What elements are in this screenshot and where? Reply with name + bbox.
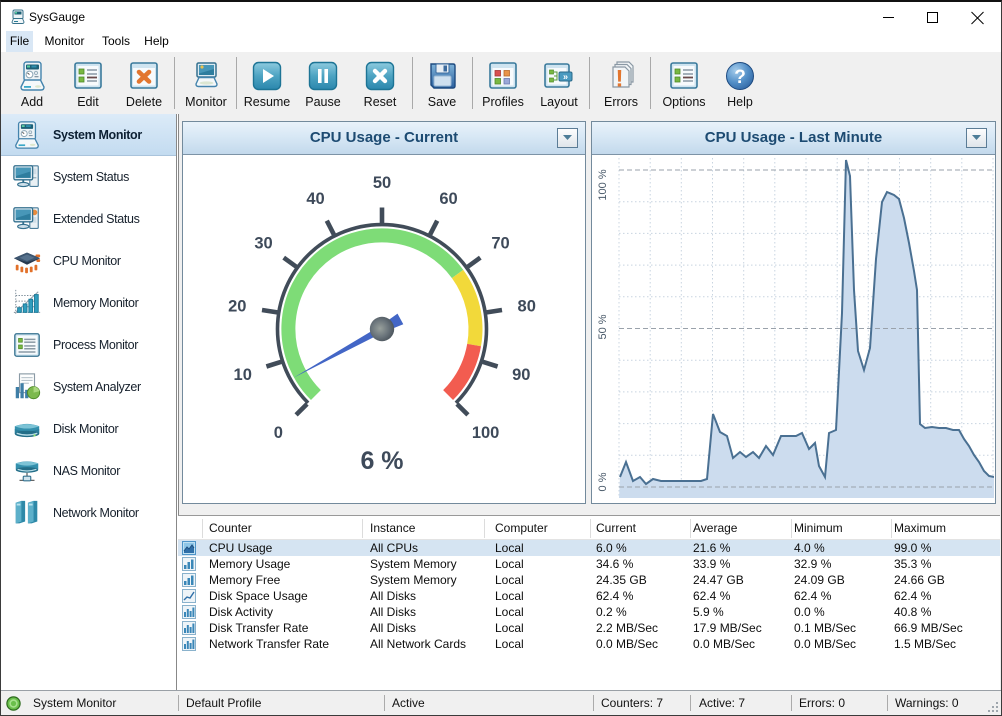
svg-text:»: » <box>563 72 568 82</box>
svg-text:90: 90 <box>512 366 530 384</box>
svg-text:10: 10 <box>234 366 252 384</box>
svg-text:60: 60 <box>439 190 457 208</box>
svg-text:30: 30 <box>254 234 272 252</box>
svg-text:?: ? <box>734 67 746 88</box>
svg-text:0 %: 0 % <box>597 472 609 491</box>
svg-text:!: ! <box>616 66 624 93</box>
svg-text:50: 50 <box>373 174 391 192</box>
svg-text:100: 100 <box>472 424 500 442</box>
svg-text:80: 80 <box>518 298 536 316</box>
svg-text:6 %: 6 % <box>360 447 403 475</box>
svg-text:50 %: 50 % <box>597 314 609 339</box>
svg-text:0: 0 <box>274 424 283 442</box>
svg-text:100 %: 100 % <box>597 169 609 200</box>
svg-text:40: 40 <box>306 190 324 208</box>
svg-text:70: 70 <box>491 234 509 252</box>
svg-text:20: 20 <box>228 298 246 316</box>
